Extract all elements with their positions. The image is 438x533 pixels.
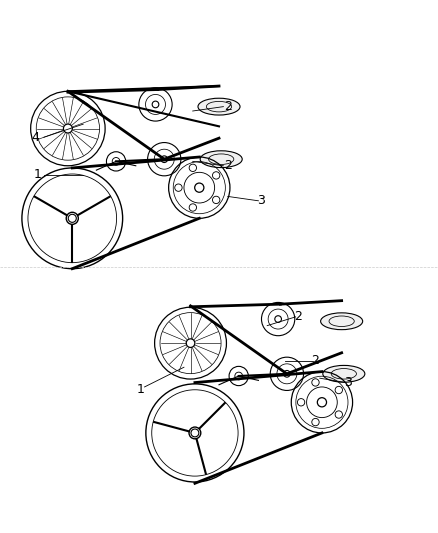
Circle shape — [189, 427, 201, 439]
Circle shape — [275, 316, 282, 322]
Circle shape — [161, 156, 168, 163]
Circle shape — [318, 398, 327, 407]
Ellipse shape — [200, 151, 242, 167]
Text: 4: 4 — [31, 131, 39, 144]
Text: 2: 2 — [311, 354, 319, 367]
Circle shape — [195, 183, 204, 192]
Circle shape — [175, 184, 182, 191]
Ellipse shape — [323, 366, 365, 382]
Text: 2: 2 — [224, 159, 232, 172]
Circle shape — [186, 339, 195, 348]
Ellipse shape — [198, 98, 240, 115]
Circle shape — [297, 399, 305, 406]
Circle shape — [191, 429, 199, 437]
Text: 2: 2 — [294, 310, 302, 324]
Ellipse shape — [321, 313, 363, 329]
Circle shape — [152, 101, 159, 108]
Circle shape — [335, 411, 343, 418]
Circle shape — [189, 204, 197, 211]
Circle shape — [235, 372, 243, 380]
Circle shape — [64, 124, 72, 133]
Text: 1: 1 — [136, 383, 144, 395]
Circle shape — [283, 370, 290, 377]
Circle shape — [189, 164, 197, 172]
Circle shape — [335, 386, 343, 394]
Text: 1: 1 — [33, 168, 41, 181]
Text: 3: 3 — [257, 195, 265, 207]
Circle shape — [312, 418, 319, 426]
Circle shape — [68, 214, 76, 222]
Text: 2: 2 — [224, 100, 232, 113]
Circle shape — [212, 172, 220, 179]
Circle shape — [112, 158, 120, 165]
Circle shape — [212, 196, 220, 204]
Circle shape — [66, 212, 78, 224]
Text: 3: 3 — [344, 376, 352, 389]
Circle shape — [312, 379, 319, 386]
